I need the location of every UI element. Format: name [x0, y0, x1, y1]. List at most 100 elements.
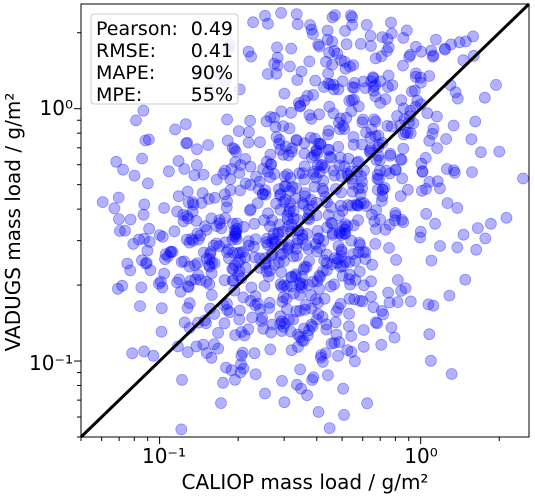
scatter-point	[358, 279, 370, 292]
scatter-point	[287, 287, 300, 300]
scatter-point	[271, 41, 283, 54]
scatter-point	[269, 235, 282, 248]
scatter-point	[366, 258, 379, 271]
scatter-point	[210, 237, 223, 250]
scatter-point	[322, 143, 335, 156]
scatter-point	[188, 259, 201, 272]
scatter-point	[415, 184, 428, 197]
scatter-point	[306, 28, 319, 40]
scatter-point	[197, 338, 210, 351]
scatter-point	[391, 296, 404, 309]
scatter-point	[161, 250, 174, 263]
scatter-point	[256, 311, 269, 324]
scatter-point	[459, 35, 472, 48]
scatter-point	[320, 323, 333, 336]
scatter-point	[239, 261, 252, 274]
scatter-point	[324, 280, 337, 293]
scatter-point	[364, 40, 377, 52]
scatter-point	[283, 122, 296, 135]
x-axis-label: CALIOP mass load / g/m²	[182, 470, 429, 494]
scatter-point	[310, 313, 323, 326]
scatter-point	[273, 133, 286, 146]
scatter-point	[221, 303, 234, 316]
stat-value-rmse: 0.41	[191, 40, 233, 62]
scatter-point	[333, 336, 346, 349]
scatter-point	[376, 183, 389, 196]
scatter-point	[124, 264, 137, 277]
scatter-point	[329, 9, 341, 22]
scatter-point	[404, 127, 417, 140]
scatter-point	[244, 204, 256, 217]
scatter-point	[276, 225, 289, 238]
scatter-point	[261, 232, 273, 245]
scatter-point	[278, 279, 291, 292]
scatter-point	[135, 281, 148, 294]
scatter-point	[141, 177, 154, 190]
x-tick-label: 10⁻¹	[142, 444, 186, 468]
scatter-point	[194, 229, 207, 242]
scatter-point	[346, 94, 358, 107]
scatter-point	[352, 214, 365, 227]
scatter-point	[372, 129, 385, 142]
scatter-point	[202, 139, 215, 151]
scatter-point	[308, 149, 321, 162]
scatter-point	[174, 285, 187, 298]
scatter-point	[397, 59, 409, 72]
scatter-point	[246, 311, 259, 324]
scatter-point	[369, 237, 382, 250]
scatter-point	[318, 292, 331, 305]
scatter-point	[365, 123, 378, 136]
scatter-point	[269, 120, 282, 133]
scatter-point	[332, 301, 345, 314]
scatter-point	[440, 163, 453, 175]
scatter-point	[440, 133, 453, 145]
scatter-point	[300, 239, 313, 252]
scatter-point	[405, 85, 418, 98]
scatter-point	[337, 119, 350, 132]
scatter-point	[268, 111, 281, 124]
scatter-point	[500, 211, 513, 224]
scatter-point	[349, 274, 362, 286]
scatter-point	[404, 295, 417, 308]
scatter-point	[181, 210, 194, 222]
scatter-point	[228, 143, 241, 156]
scatter-point	[265, 158, 278, 171]
scatter-point	[351, 199, 364, 212]
scatter-point	[237, 245, 250, 258]
scatter-point	[340, 38, 353, 51]
scatter-point	[228, 259, 241, 272]
scatter-point	[351, 199, 364, 212]
scatter-point	[356, 295, 369, 308]
scatter-point	[172, 190, 185, 203]
scatter-point	[326, 58, 339, 71]
stat-name-mpe: MPE:	[96, 84, 142, 106]
scatter-point	[344, 9, 357, 22]
scatter-point	[356, 138, 368, 151]
scatter-point	[190, 340, 203, 353]
scatter-point	[335, 243, 348, 256]
scatter-point	[289, 270, 302, 282]
scatter-point	[348, 81, 361, 94]
scatter-point	[298, 94, 311, 107]
scatter-point	[213, 217, 226, 230]
scatter-point	[273, 218, 286, 231]
scatter-point	[189, 273, 202, 286]
scatter-point	[345, 330, 358, 342]
scatter-point	[278, 87, 291, 100]
scatter-point	[320, 318, 333, 331]
scatter-point	[404, 49, 417, 61]
scatter-point	[291, 328, 304, 341]
scatter-point	[383, 167, 396, 180]
scatter-point	[318, 81, 330, 93]
scatter-point	[449, 86, 462, 99]
scatter-point	[376, 136, 389, 149]
scatter-point	[336, 260, 349, 272]
scatter-point	[348, 77, 361, 89]
scatter-point	[307, 168, 320, 180]
scatter-point	[357, 340, 370, 353]
scatter-point	[298, 190, 311, 203]
scatter-point	[328, 337, 341, 349]
scatter-point	[403, 110, 416, 123]
scatter-point	[261, 165, 274, 178]
scatter-point	[357, 324, 370, 336]
